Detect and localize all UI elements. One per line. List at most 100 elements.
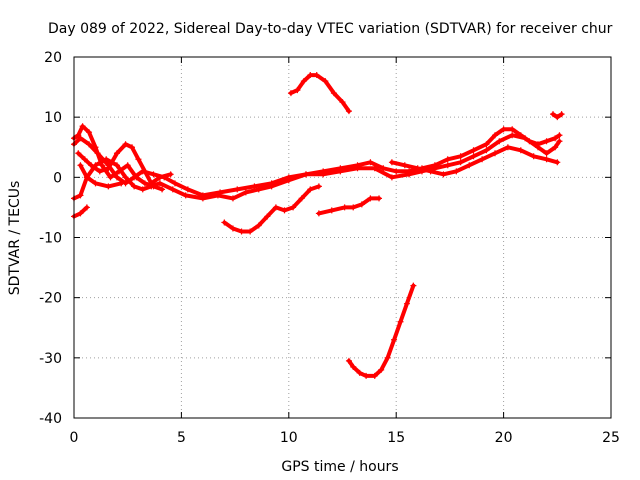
data-point xyxy=(554,114,561,121)
series-track-9 xyxy=(287,72,352,115)
data-point xyxy=(554,159,561,166)
data-point xyxy=(457,153,464,160)
data-point xyxy=(86,141,93,148)
data-point xyxy=(406,171,413,178)
y-tick-label: -30 xyxy=(39,351,62,367)
data-point xyxy=(522,135,529,142)
data-point xyxy=(380,165,387,172)
data-point xyxy=(159,186,166,193)
data-point xyxy=(345,357,352,364)
data-point xyxy=(133,174,140,181)
data-point xyxy=(453,168,460,175)
data-point xyxy=(378,366,385,373)
data-point xyxy=(150,171,157,178)
x-tick-label: 20 xyxy=(495,430,513,446)
x-tick-label: 25 xyxy=(602,430,620,446)
data-point xyxy=(552,135,559,142)
data-point xyxy=(393,168,400,175)
data-point xyxy=(77,210,84,217)
data-point xyxy=(371,372,378,379)
grid-layer xyxy=(74,57,611,418)
data-point xyxy=(315,210,322,217)
data-point xyxy=(77,135,84,142)
data-point xyxy=(358,201,365,208)
data-point xyxy=(534,144,541,151)
series-line xyxy=(222,184,321,234)
y-tick-label: -40 xyxy=(39,411,62,427)
data-point xyxy=(287,90,294,97)
data-point xyxy=(483,147,490,154)
data-point xyxy=(470,147,477,154)
x-axis-title: GPS time / hours xyxy=(281,459,398,475)
data-point xyxy=(350,363,357,370)
data-point xyxy=(397,318,404,325)
label-layer: 0 5 10 15 20 25 20 10 0 -10 -20 -30 -40 xyxy=(39,50,620,446)
data-point xyxy=(330,90,337,97)
series-line xyxy=(72,133,562,201)
data-point xyxy=(92,162,99,169)
data-point xyxy=(79,123,86,130)
data-point xyxy=(313,72,320,79)
series-line xyxy=(288,73,351,114)
series-track-8 xyxy=(315,195,383,217)
data-point xyxy=(83,204,90,211)
data-point xyxy=(141,168,148,175)
x-tick-label: 10 xyxy=(280,430,298,446)
data-point xyxy=(384,354,391,361)
data-point xyxy=(341,204,348,211)
data-point xyxy=(255,186,262,193)
x-tick-label: 0 xyxy=(70,430,79,446)
data-point xyxy=(391,336,398,343)
data-point xyxy=(221,219,228,226)
data-point xyxy=(543,156,550,163)
data-point xyxy=(414,165,421,172)
data-point xyxy=(122,141,129,148)
data-point xyxy=(92,144,99,151)
data-point xyxy=(238,228,245,235)
data-point xyxy=(103,156,110,163)
data-point xyxy=(376,195,383,202)
data-point xyxy=(479,156,486,163)
data-point xyxy=(298,195,305,202)
y-tick-label: 0 xyxy=(53,170,62,186)
data-point xyxy=(139,186,146,193)
data-point xyxy=(182,192,189,199)
series-layer xyxy=(71,72,565,379)
data-point xyxy=(328,207,335,214)
data-point xyxy=(363,372,370,379)
data-point xyxy=(530,153,537,160)
data-point xyxy=(156,174,163,181)
series-line xyxy=(346,283,416,378)
data-point xyxy=(302,171,309,178)
series-track-2 xyxy=(75,141,174,187)
data-point xyxy=(427,168,434,175)
series-track-10 xyxy=(345,282,417,379)
data-point xyxy=(167,171,174,178)
data-point xyxy=(281,207,288,214)
data-point xyxy=(229,195,236,202)
data-point xyxy=(504,144,511,151)
data-point xyxy=(75,132,82,139)
data-point xyxy=(122,174,129,181)
x-tick-label: 15 xyxy=(387,430,405,446)
data-point xyxy=(556,138,563,145)
y-tick-label: -10 xyxy=(39,231,62,247)
data-point xyxy=(470,153,477,160)
data-point xyxy=(410,282,417,289)
series-track-11 xyxy=(388,144,561,178)
data-point xyxy=(113,150,120,157)
data-point xyxy=(339,99,346,106)
data-point xyxy=(113,162,120,169)
data-point xyxy=(466,162,473,169)
data-point xyxy=(242,189,249,196)
x-tick-label: 5 xyxy=(177,430,186,446)
data-point xyxy=(322,78,329,85)
tick-layer xyxy=(73,56,612,419)
data-point xyxy=(171,180,178,187)
data-point xyxy=(290,204,297,211)
chart-title: Day 089 of 2022, Sidereal Day-to-day VTE… xyxy=(48,21,613,37)
data-point xyxy=(234,186,241,193)
data-point xyxy=(214,192,221,199)
data-point xyxy=(558,111,565,118)
data-point xyxy=(135,156,142,163)
